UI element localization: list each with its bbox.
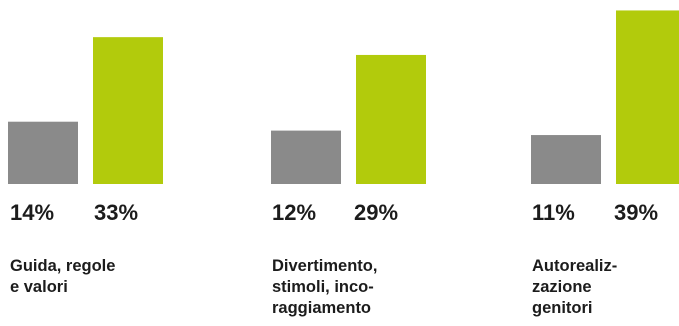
bar-autorealizzazione-green [616,10,679,185]
data-label-group2-green: 29% [354,200,399,225]
category-label-guida: Guida, regole e valori [10,257,116,296]
bar-guida-gray [8,121,78,184]
data-label-group1-gray: 14% [10,200,55,225]
bar-guida-green [93,37,163,185]
category-label-autorealizzazione: Autorealiz- zazione genitori [532,257,618,317]
bar-autorealizzazione-gray [531,135,601,184]
bar-divertimento-green [356,54,426,185]
data-label-group3-green: 39% [614,200,659,225]
bar-divertimento-gray [271,130,341,184]
data-label-group2-gray: 12% [272,200,317,225]
data-label-group3-gray: 11% [532,200,575,225]
category-label-divertimento: Divertimento, stimoli, inco- raggiamento [272,257,378,317]
data-label-group1-green: 33% [94,200,139,225]
